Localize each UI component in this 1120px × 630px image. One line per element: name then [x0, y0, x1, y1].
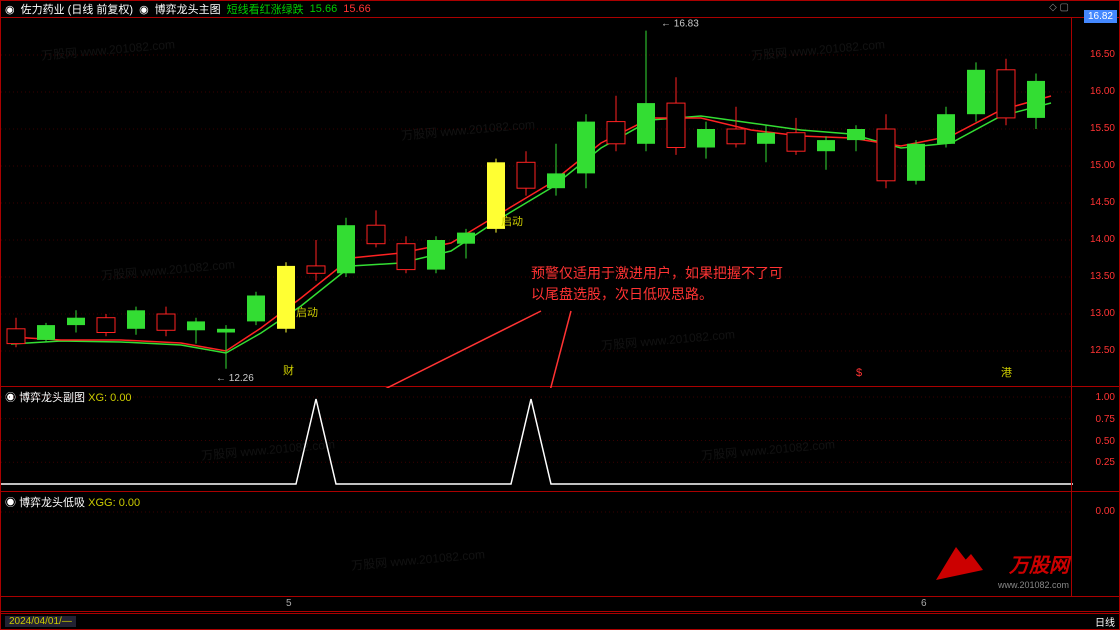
sub1-axis: 0.250.500.751.00	[1071, 387, 1119, 491]
watermark-url: www.201082.com	[998, 580, 1069, 590]
status-bar: 2024/04/01/— 日线	[1, 613, 1119, 629]
svg-text:财: 财	[283, 363, 294, 377]
x-axis-strip: 5 6	[1, 597, 1119, 612]
checkbox-icon[interactable]: ◉	[139, 3, 149, 16]
main-chart[interactable]: 16.82 ← 16.83← 12.26启动启动财$港 12.5013.0013…	[1, 17, 1119, 387]
price-axis: 12.5013.0013.5014.0014.5015.0015.5016.00…	[1071, 18, 1119, 386]
candlestick-svg: ← 16.83← 12.26启动启动财$港	[1, 18, 1073, 388]
indicator-name: 博弈龙头主图	[155, 1, 221, 17]
annotation-text: 预警仅适用于激进用户，如果把握不了可 以尾盘选股，次日低吸思路。	[531, 263, 783, 305]
svg-text:启动: 启动	[501, 215, 523, 228]
sub2-axis: 0.00	[1071, 492, 1119, 596]
date-label: 2024/04/01/—	[5, 616, 76, 627]
stock-name: 佐力药业 (日线 前复权)	[21, 1, 133, 17]
svg-text:$: $	[856, 367, 862, 379]
watermark-logo: 万股网	[1009, 549, 1069, 578]
svg-text:← 12.26: ← 12.26	[216, 373, 254, 384]
sub1-svg	[1, 387, 1073, 492]
toolbar-icons[interactable]: ◇ ▢	[1049, 2, 1069, 13]
sub-chart-1[interactable]: ◉ 博弈龙头副图 XG: 0.00 0.250.500.751.00	[1, 387, 1119, 492]
checkbox-icon[interactable]: ◉	[5, 3, 15, 16]
svg-text:港: 港	[1001, 366, 1012, 379]
x-tick: 5	[286, 598, 292, 609]
svg-text:启动: 启动	[296, 306, 318, 319]
period-label: 日线	[1095, 614, 1115, 629]
x-tick: 6	[921, 598, 927, 609]
svg-text:← 16.83: ← 16.83	[661, 19, 699, 30]
sub-chart-2[interactable]: ◉ 博弈龙头低吸 XGG: 0.00 0.00 万股网 www.201082.c…	[1, 492, 1119, 597]
indicator-desc: 短线看红涨绿跌	[227, 1, 304, 17]
value-green: 15.66	[310, 3, 338, 15]
chart-header: ◉ 佐力药业 (日线 前复权) ◉ 博弈龙头主图 短线看红涨绿跌 15.66 1…	[1, 1, 1119, 17]
value-red: 15.66	[343, 3, 371, 15]
sub2-svg	[1, 492, 1073, 597]
